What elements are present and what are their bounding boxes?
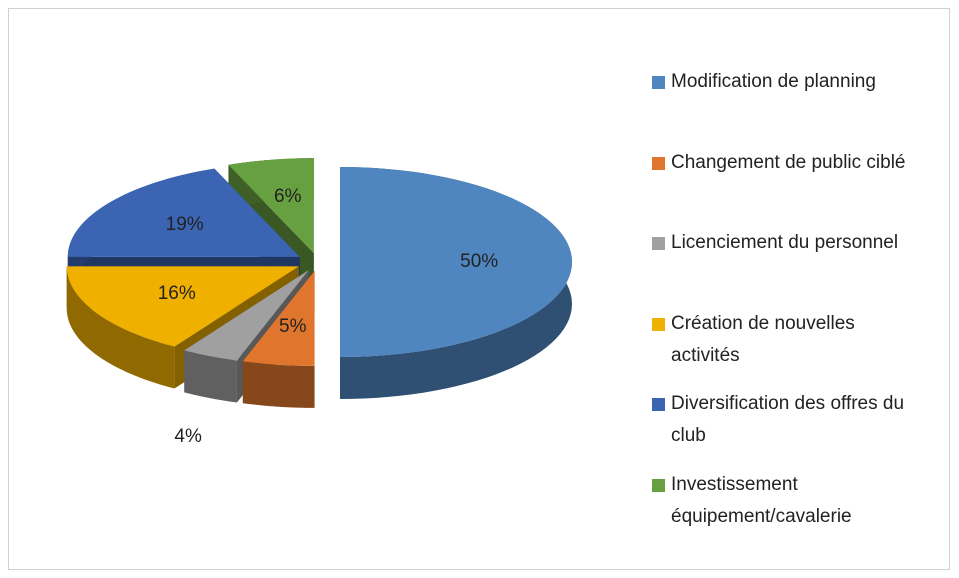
- legend-label: Licenciement du personnel: [671, 232, 899, 253]
- data-label: 4%: [174, 426, 202, 447]
- chart-border: [8, 8, 950, 570]
- legend-swatch: [652, 156, 665, 170]
- data-label: 6%: [274, 186, 302, 207]
- legend-item: Modification de planning: [652, 66, 942, 98]
- legend-label: Modification de planning: [671, 71, 876, 92]
- legend-swatch: [652, 398, 665, 411]
- legend-label: Création de nouvelles activités: [671, 312, 855, 366]
- legend-item: Investissement équipement/cavalerie: [652, 469, 942, 533]
- data-label: 5%: [279, 316, 307, 337]
- slice-wall: [242, 361, 315, 408]
- legend-swatch: [652, 317, 665, 331]
- slice-wall: [66, 266, 175, 389]
- data-label: 19%: [166, 214, 204, 235]
- legend-swatch: [652, 76, 665, 89]
- slice: [228, 158, 314, 254]
- legend-swatch: [652, 478, 665, 492]
- legend-item: Licenciement du personnel: [652, 227, 942, 259]
- legend-item: Création de nouvelles activités: [652, 308, 942, 372]
- slice: [184, 270, 309, 361]
- legend-label: Investissement équipement/cavalerie: [671, 473, 852, 527]
- data-label: 16%: [158, 283, 196, 304]
- slice: [242, 270, 315, 366]
- legend-item: Changement de public ciblé: [652, 147, 942, 179]
- slice-wall: [184, 350, 237, 403]
- legend-label: Diversification des offres du club: [671, 393, 905, 446]
- legend-label: Changement de public ciblé: [671, 151, 906, 173]
- slice: [67, 168, 300, 257]
- slice: [340, 167, 572, 357]
- slice: [66, 266, 299, 347]
- legend-item: Diversification des offres du club: [652, 388, 942, 452]
- legend-swatch: [652, 237, 665, 250]
- data-label: 50%: [460, 251, 498, 272]
